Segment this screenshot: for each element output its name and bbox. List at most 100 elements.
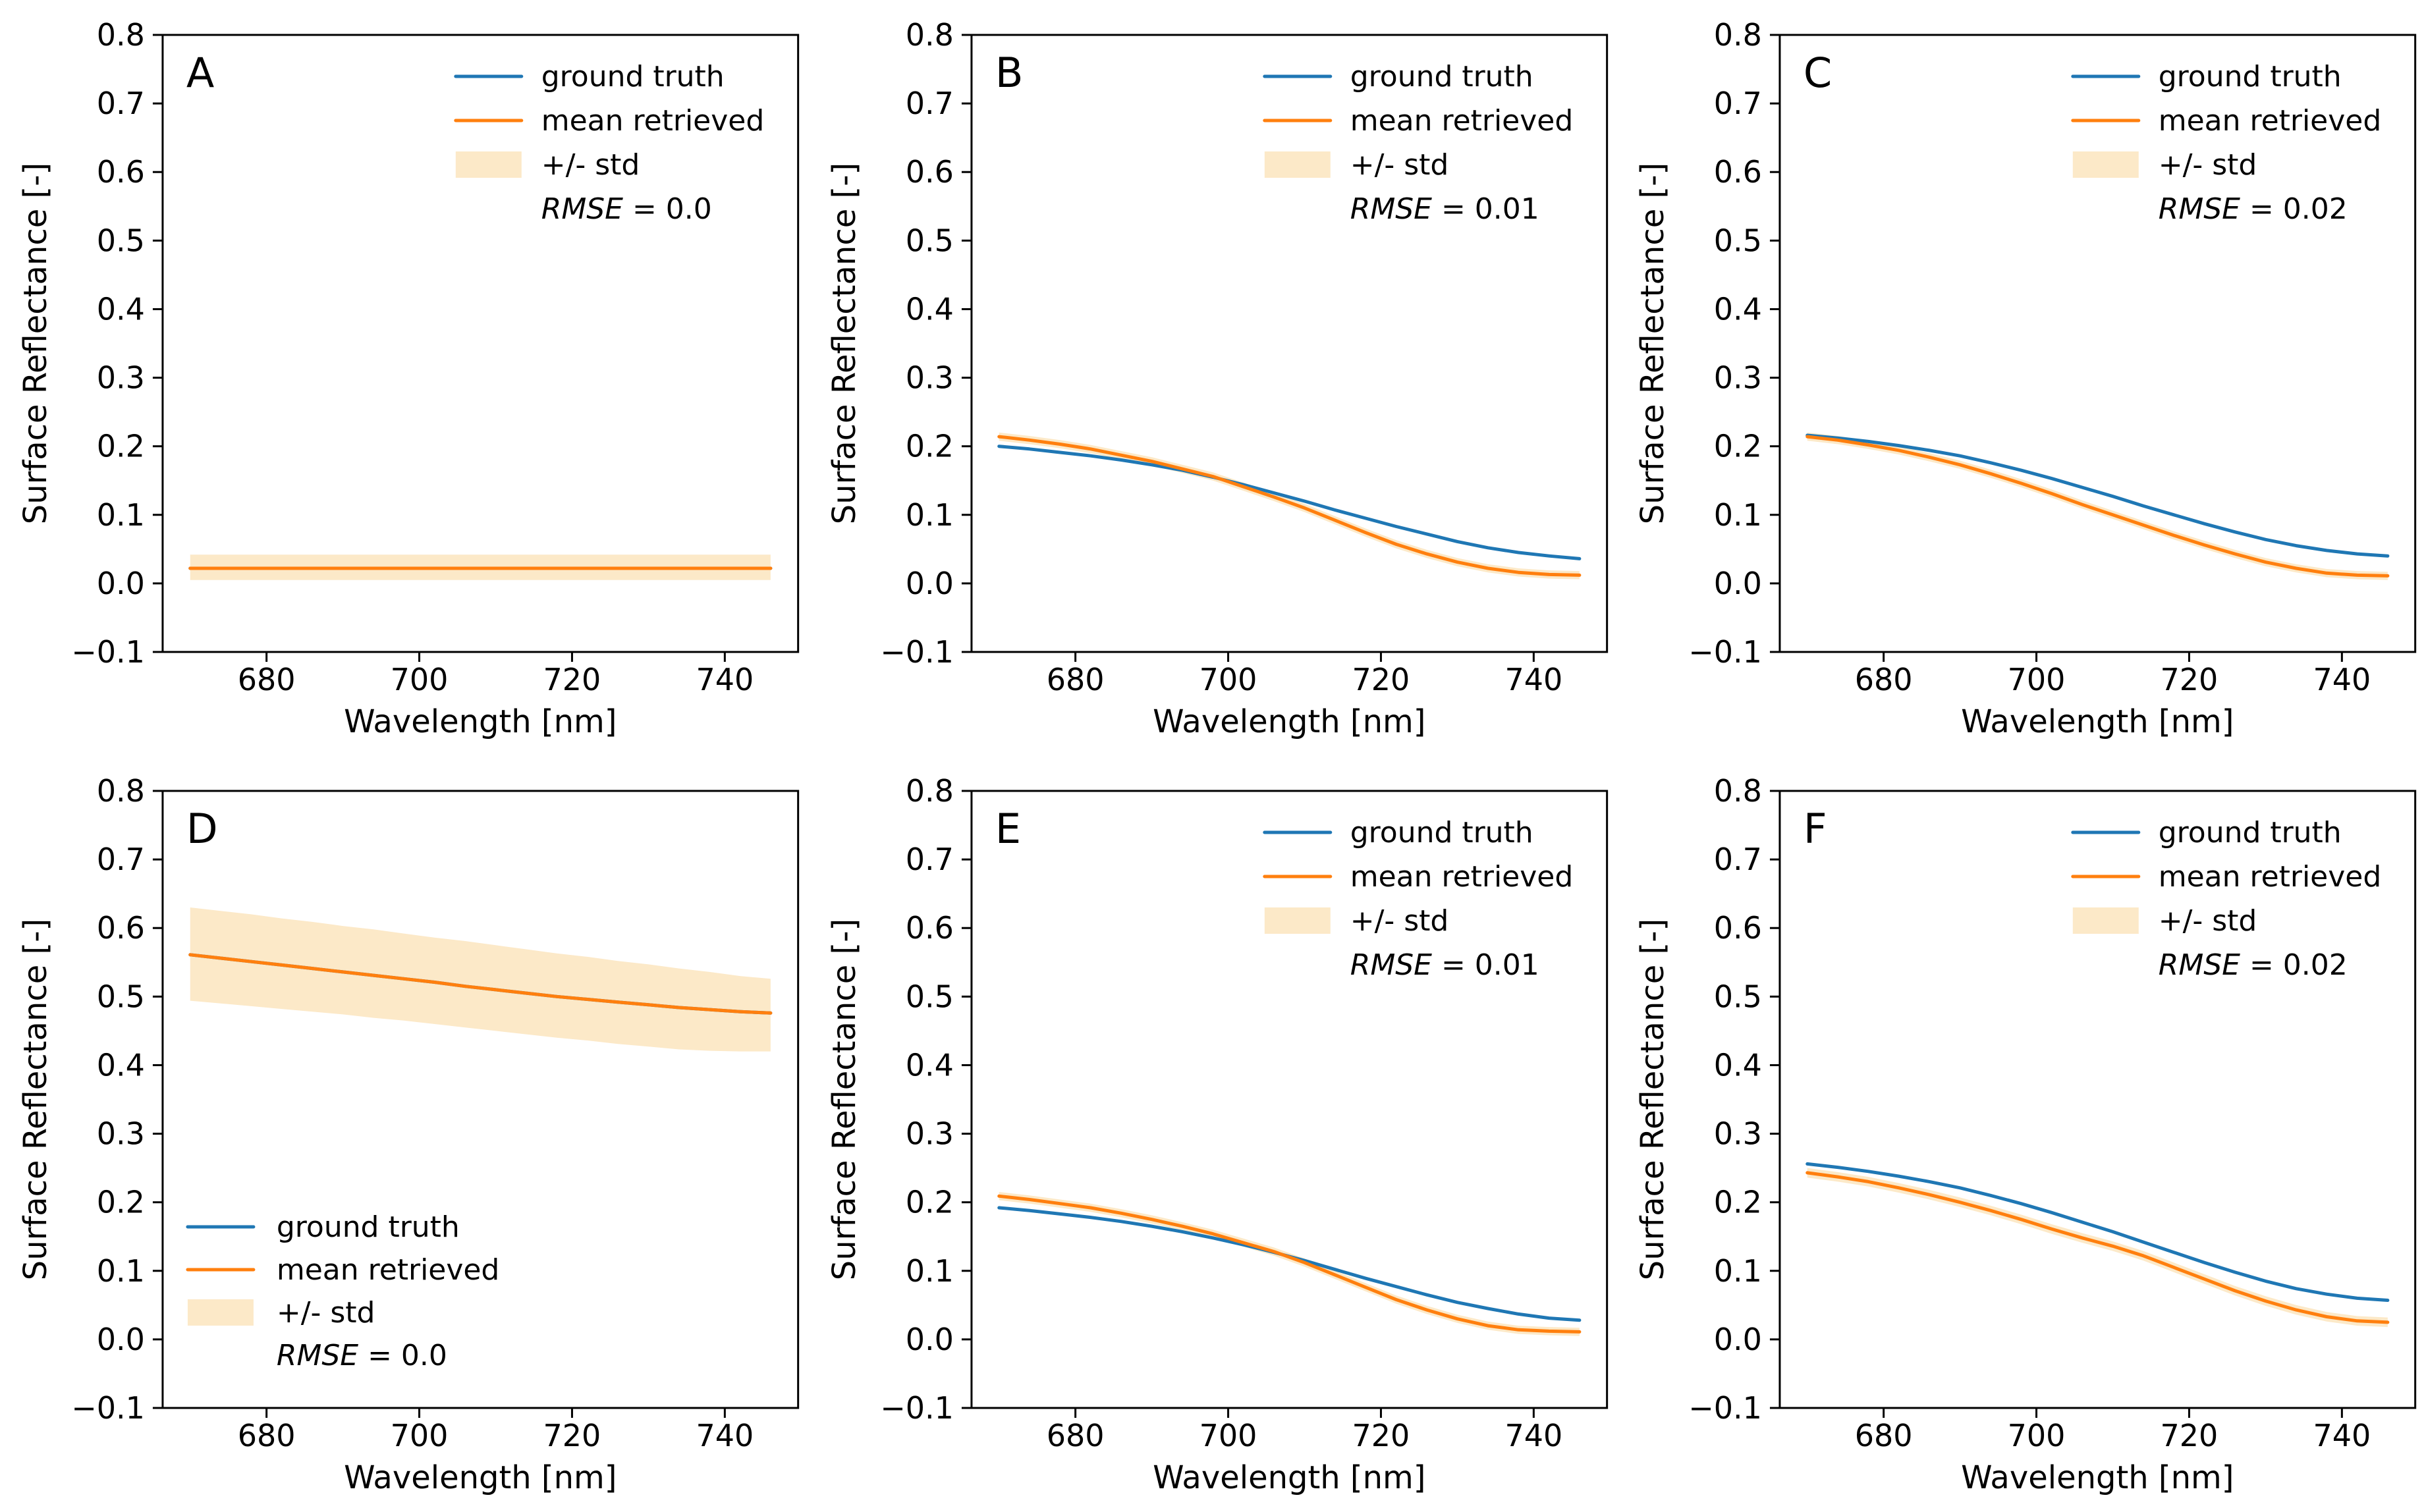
y-tick-label: 0.4 <box>905 1047 953 1083</box>
x-tick-label: 680 <box>1046 662 1104 697</box>
y-tick-label: 0.5 <box>905 223 953 258</box>
legend-mean-retrieved-label: mean retrieved <box>541 104 764 138</box>
x-tick-label: 700 <box>391 1418 449 1453</box>
y-tick-label: 0.1 <box>1714 497 1762 533</box>
y-tick-label: 0.6 <box>1714 154 1762 190</box>
y-tick-label: 0.1 <box>905 1253 953 1289</box>
legend-ground-truth-label: ground truth <box>1350 60 1533 94</box>
x-tick-label: 740 <box>1504 662 1562 697</box>
x-tick-label: 700 <box>2008 662 2066 697</box>
x-tick-label: 720 <box>543 1418 601 1453</box>
y-tick-label: −0.1 <box>880 634 954 670</box>
panel-letter: A <box>186 49 214 97</box>
y-tick-label: 0.2 <box>905 1185 953 1220</box>
y-tick-label: 0.6 <box>97 154 145 190</box>
y-axis-label: Surface Reflectance [-] <box>1634 163 1671 525</box>
y-tick-label: −0.1 <box>71 1390 145 1426</box>
mean-retrieved-line <box>1806 435 2390 578</box>
y-tick-label: 0.5 <box>905 979 953 1014</box>
std-band <box>1807 1168 2388 1328</box>
y-tick-label: 0.4 <box>97 291 145 327</box>
y-tick-label: 0.2 <box>905 429 953 464</box>
y-axis-label: Surface Reflectance [-] <box>17 163 54 525</box>
x-tick-label: 720 <box>2161 662 2219 697</box>
y-tick-label: 0.7 <box>1714 842 1762 877</box>
std-band <box>999 1192 1580 1336</box>
panel-letter: B <box>995 49 1024 97</box>
y-tick-label: 0.6 <box>97 910 145 946</box>
y-tick-label: 0.1 <box>97 1253 145 1289</box>
plot-box <box>1778 790 2417 1409</box>
y-tick-label: 0.2 <box>1714 1185 1762 1220</box>
legend: ground truth mean retrieved +/- std RMSE = … <box>2071 60 2382 226</box>
chart-svg: 680 700 720 740 0.8 0.7 0.6 0.5 0.4 0.3 0.2 0.1 0.0 −… <box>826 773 1608 1496</box>
panel-letter: F <box>1804 805 1827 853</box>
legend-std-swatch <box>187 1299 254 1326</box>
panel-f: 680 700 720 740 0.8 0.7 0.6 0.5 0.4 0.3 0.2 0.1 0.0 −… <box>1617 756 2426 1512</box>
rmse-label: RMSE = 0.0 <box>277 1339 447 1372</box>
chart-svg: 680 700 720 740 0.8 0.7 0.6 0.5 0.4 0.3 0.2 0.1 0.0 −… <box>17 17 800 740</box>
legend: ground truth mean retrieved +/- std RMSE = … <box>2071 816 2382 982</box>
x-tick-label: 680 <box>238 662 296 697</box>
x-tick-label: 740 <box>2313 1418 2371 1453</box>
legend-mean-retrieved-label: mean retrieved <box>277 1253 499 1287</box>
y-tick-label: 0.3 <box>1714 360 1762 396</box>
y-tick-label: 0.0 <box>97 566 145 601</box>
ground-truth-line <box>997 445 1582 560</box>
x-tick-label: 720 <box>1352 1418 1410 1453</box>
panel-a: 680 700 720 740 0.8 0.7 0.6 0.5 0.4 0.3 0.2 0.1 0.0 −… <box>0 0 809 756</box>
legend-mean-retrieved-label: mean retrieved <box>2159 104 2381 138</box>
y-tick-label: −0.1 <box>1689 634 1763 670</box>
legend-std-label: +/- std <box>2159 904 2257 938</box>
legend-std-label: +/- std <box>2159 148 2257 182</box>
x-axis-label: Wavelength [nm] <box>1961 1459 2234 1496</box>
y-tick-label: 0.1 <box>1714 1253 1762 1289</box>
y-tick-label: 0.5 <box>1714 979 1762 1014</box>
mean-retrieved-line <box>997 1194 1582 1334</box>
y-tick-label: 0.7 <box>97 842 145 877</box>
chart-svg: 680 700 720 740 0.8 0.7 0.6 0.5 0.4 0.3 0.2 0.1 0.0 −… <box>1634 773 2417 1496</box>
y-tick-label: 0.3 <box>905 1116 953 1152</box>
y-tick-label: −0.1 <box>71 634 145 670</box>
x-axis-label: Wavelength [nm] <box>1153 1459 1425 1496</box>
rmse-label: RMSE = 0.02 <box>2159 192 2348 226</box>
y-tick-label: 0.8 <box>1714 17 1762 53</box>
legend-std-swatch <box>1264 151 1331 178</box>
panel-b: 680 700 720 740 0.8 0.7 0.6 0.5 0.4 0.3 0.2 0.1 0.0 −… <box>809 0 1618 756</box>
y-tick-label: −0.1 <box>880 1390 954 1426</box>
y-tick-label: 0.8 <box>905 773 953 809</box>
x-tick-label: 720 <box>1352 662 1410 697</box>
y-tick-label: 0.0 <box>1714 1322 1762 1357</box>
legend-std-label: +/- std <box>1350 148 1448 182</box>
legend-mean-retrieved-label: mean retrieved <box>1350 104 1572 138</box>
legend-std-label: +/- std <box>1350 904 1448 938</box>
y-tick-label: 0.3 <box>97 1116 145 1152</box>
y-tick-label: 0.8 <box>97 773 145 809</box>
y-tick-label: 0.0 <box>97 1322 145 1357</box>
ground-truth-line <box>1806 433 2390 558</box>
panel-letter: E <box>995 805 1021 853</box>
y-tick-label: 0.8 <box>1714 773 1762 809</box>
legend-std-label: +/- std <box>277 1296 375 1330</box>
legend-ground-truth-label: ground truth <box>541 60 725 94</box>
y-tick-label: 0.8 <box>97 17 145 53</box>
x-tick-label: 680 <box>1855 662 1913 697</box>
y-tick-label: 0.2 <box>97 1185 145 1220</box>
x-tick-label: 680 <box>1855 1418 1913 1453</box>
mean-retrieved-line <box>188 953 773 1015</box>
y-axis-label: Surface Reflectance [-] <box>826 919 863 1281</box>
y-tick-label: 0.6 <box>1714 910 1762 946</box>
ground-truth-line <box>1806 1162 2390 1302</box>
ground-truth-line <box>997 1206 1582 1322</box>
y-tick-label: 0.8 <box>905 17 953 53</box>
x-tick-label: 720 <box>543 662 601 697</box>
legend-std-swatch <box>2073 151 2139 178</box>
x-axis-label: Wavelength [nm] <box>1961 703 2234 740</box>
y-tick-label: 0.0 <box>1714 566 1762 601</box>
x-tick-label: 680 <box>1046 1418 1104 1453</box>
y-tick-label: 0.3 <box>1714 1116 1762 1152</box>
y-tick-label: 0.7 <box>905 842 953 877</box>
rmse-label: RMSE = 0.01 <box>1350 948 1539 982</box>
y-axis-label: Surface Reflectance [-] <box>17 919 54 1281</box>
x-tick-label: 680 <box>238 1418 296 1453</box>
